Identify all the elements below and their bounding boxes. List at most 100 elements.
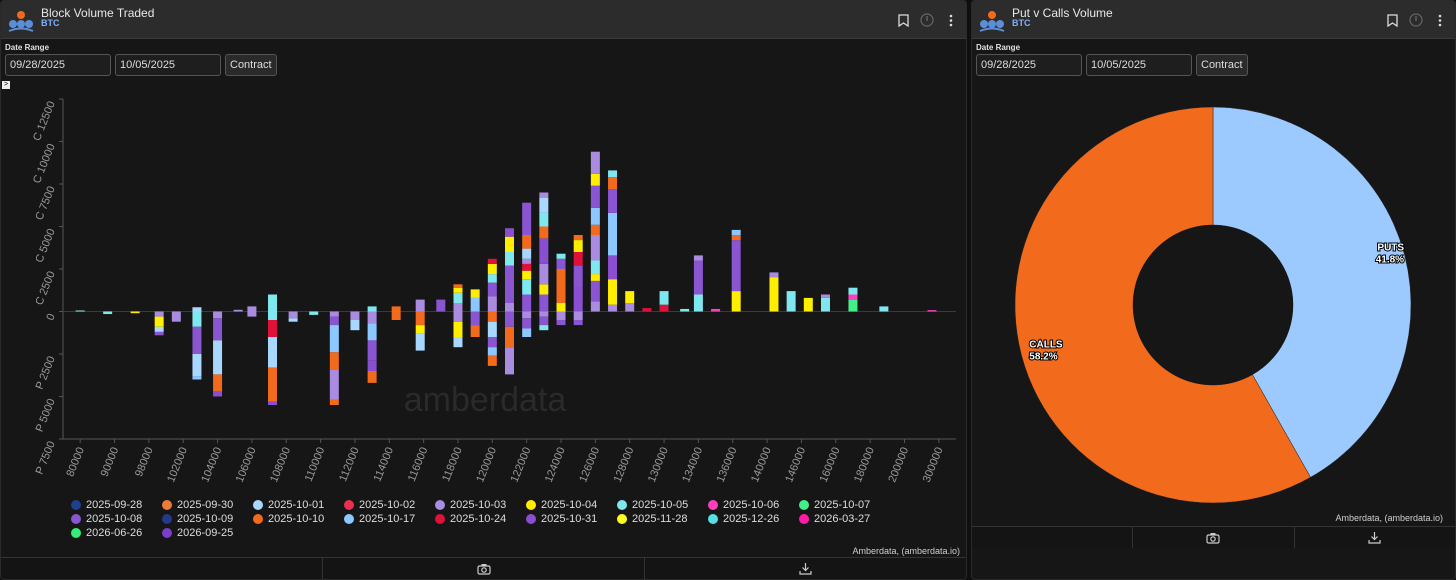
bar-segment[interactable] <box>487 355 497 366</box>
bar-segment[interactable] <box>505 347 514 375</box>
bar-segment[interactable] <box>556 258 566 269</box>
legend-item[interactable]: 2025-10-02 <box>344 498 435 512</box>
bar-segment[interactable] <box>522 328 532 338</box>
bar-segment[interactable] <box>680 308 690 312</box>
bar-segment[interactable] <box>453 321 463 337</box>
bar-segment[interactable] <box>453 287 463 293</box>
bar-segment[interactable] <box>329 369 339 400</box>
bar-segment[interactable] <box>505 326 514 348</box>
bar-segment[interactable] <box>453 284 463 288</box>
bar-segment[interactable] <box>213 374 223 392</box>
bar-segment[interactable] <box>590 151 600 174</box>
bar-segment[interactable] <box>154 326 164 332</box>
legend-item[interactable]: 2025-10-04 <box>526 498 617 512</box>
bar-segment[interactable] <box>154 311 164 317</box>
expand-toggle-icon[interactable]: > <box>2 81 10 89</box>
date-to-input[interactable] <box>1086 54 1192 76</box>
bar-segment[interactable] <box>213 311 223 319</box>
bar-segment[interactable] <box>103 311 113 315</box>
bar-segment[interactable] <box>848 294 858 300</box>
legend-item[interactable]: 2025-12-26 <box>708 512 799 526</box>
screenshot-button[interactable] <box>1133 527 1295 548</box>
bar-segment[interactable] <box>268 294 278 312</box>
bar-segment[interactable] <box>453 292 463 303</box>
bar-segment[interactable] <box>608 304 618 312</box>
bar-segment[interactable] <box>453 337 463 348</box>
legend-item[interactable]: 2025-09-30 <box>162 498 253 512</box>
bar-segment[interactable] <box>590 235 600 261</box>
legend-item[interactable]: 2025-10-09 <box>162 512 253 526</box>
bar-segment[interactable] <box>487 263 497 275</box>
bar-segment[interactable] <box>608 279 618 305</box>
bar-segment[interactable] <box>556 303 566 312</box>
legend-item[interactable]: 2025-10-03 <box>435 498 526 512</box>
bar-segment[interactable] <box>329 352 339 370</box>
bar-segment[interactable] <box>487 347 497 356</box>
download-button[interactable] <box>645 558 966 579</box>
legend-item[interactable]: 2025-10-05 <box>617 498 708 512</box>
bar-segment[interactable] <box>505 311 514 327</box>
legend-item[interactable]: 2025-10-10 <box>253 512 344 526</box>
bar-segment[interactable] <box>329 325 339 353</box>
more-menu-icon[interactable] <box>944 12 958 28</box>
bar-segment[interactable] <box>590 173 600 186</box>
bar-segment[interactable] <box>539 294 549 312</box>
legend-item[interactable]: 2025-10-06 <box>708 498 799 512</box>
bar-segment[interactable] <box>820 294 830 298</box>
bar-segment[interactable] <box>608 255 618 280</box>
bar-segment[interactable] <box>268 320 278 337</box>
bar-segment[interactable] <box>522 270 532 280</box>
bar-segment[interactable] <box>268 367 278 402</box>
bar-segment[interactable] <box>522 311 532 319</box>
bar-segment[interactable] <box>487 274 497 283</box>
bar-segment[interactable] <box>247 306 257 312</box>
bar-segment[interactable] <box>625 291 635 303</box>
bar-segment[interactable] <box>522 318 532 329</box>
bar-segment[interactable] <box>367 311 377 324</box>
bar-segment[interactable] <box>453 303 463 312</box>
bar-segment[interactable] <box>505 303 514 312</box>
date-from-input[interactable] <box>5 54 111 76</box>
bar-segment[interactable] <box>573 252 583 266</box>
date-from-input[interactable] <box>976 54 1082 76</box>
bar-segment[interactable] <box>470 297 480 312</box>
legend-item[interactable]: 2025-10-07 <box>799 498 890 512</box>
bar-segment[interactable] <box>522 279 532 295</box>
bar-segment[interactable] <box>329 311 339 317</box>
bar-segment[interactable] <box>608 189 618 213</box>
bar-segment[interactable] <box>367 340 377 361</box>
bar-segment[interactable] <box>415 299 425 312</box>
bar-segment[interactable] <box>556 311 566 321</box>
bar-segment[interactable] <box>367 360 377 371</box>
bar-segment[interactable] <box>769 277 779 312</box>
bar-segment[interactable] <box>268 337 278 368</box>
bar-segment[interactable] <box>820 297 830 312</box>
bookmark-icon[interactable] <box>896 12 910 28</box>
bar-segment[interactable] <box>522 258 532 264</box>
bar-segment[interactable] <box>487 321 497 337</box>
bar-segment[interactable] <box>522 235 532 249</box>
legend-item[interactable]: 2026-09-25 <box>162 526 253 540</box>
bar-segment[interactable] <box>848 287 858 295</box>
bar-segment[interactable] <box>625 303 635 312</box>
bar-segment[interactable] <box>367 306 377 312</box>
bar-segment[interactable] <box>367 323 377 341</box>
bar-segment[interactable] <box>329 399 339 405</box>
legend-item[interactable]: 2025-10-17 <box>344 512 435 526</box>
bar-segment[interactable] <box>573 311 583 321</box>
bar-segment[interactable] <box>731 229 741 235</box>
bar-segment[interactable] <box>539 197 549 213</box>
info-icon[interactable] <box>920 12 934 28</box>
bar-segment[interactable] <box>415 333 425 351</box>
legend-item[interactable]: 2025-10-01 <box>253 498 344 512</box>
bar-segment[interactable] <box>288 318 298 322</box>
bar-segment[interactable] <box>247 311 257 317</box>
legend-item[interactable]: 2026-06-26 <box>71 526 162 540</box>
bar-segment[interactable] <box>590 224 600 235</box>
bar-segment[interactable] <box>154 316 164 327</box>
bar-segment[interactable] <box>154 331 164 336</box>
bar-segment[interactable] <box>415 311 425 326</box>
bar-segment[interactable] <box>130 311 140 314</box>
bar-segment[interactable] <box>590 207 600 225</box>
bar-segment[interactable] <box>192 354 202 377</box>
